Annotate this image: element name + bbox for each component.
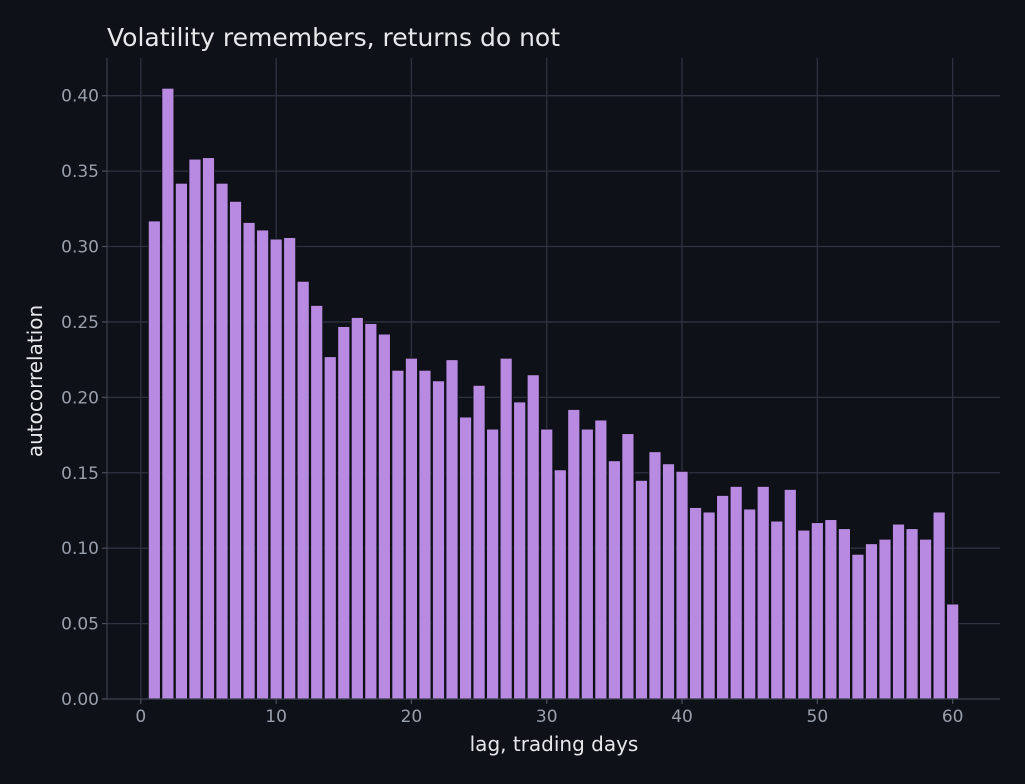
bar-lag-39 — [661, 463, 676, 700]
bar-lag-45 — [743, 508, 757, 700]
bar-lag-48 — [783, 488, 797, 700]
bar-lag-3 — [174, 182, 189, 700]
x-tick-label: 60 — [942, 707, 964, 727]
bar-lag-32 — [567, 408, 581, 700]
bar-lag-38 — [648, 451, 662, 700]
bar-lag-26 — [486, 428, 500, 700]
x-tick-label: 40 — [671, 707, 693, 727]
bar-lag-14 — [323, 356, 337, 700]
bar-lag-49 — [797, 529, 811, 700]
bar-lag-36 — [621, 433, 635, 700]
bar-lag-33 — [580, 428, 594, 700]
x-tick-label: 10 — [265, 707, 287, 727]
bar-lag-15 — [337, 325, 351, 700]
bar-lag-37 — [634, 479, 649, 700]
bar-lag-41 — [688, 506, 703, 700]
bar-lag-25 — [472, 384, 486, 700]
bar-lag-51 — [824, 519, 838, 700]
bar-lag-12 — [296, 280, 310, 700]
bar-lag-23 — [445, 359, 459, 700]
bar-lag-6 — [215, 182, 229, 700]
bar-lag-5 — [201, 157, 216, 700]
bar-lag-4 — [188, 158, 202, 700]
bar-lag-7 — [228, 200, 243, 700]
bar-lag-2 — [161, 87, 175, 700]
bar-lag-19 — [391, 369, 405, 700]
y-tick-label: 0.35 — [61, 162, 99, 182]
bar-lag-28 — [513, 401, 527, 700]
x-tick-label: 50 — [807, 707, 829, 727]
bar-lag-16 — [350, 316, 364, 700]
bar-lag-11 — [283, 236, 297, 700]
bar-lag-10 — [269, 238, 283, 700]
chart-title: Volatility remembers, returns do not — [107, 23, 560, 52]
bar-lag-17 — [364, 322, 378, 700]
bar-lag-27 — [499, 357, 513, 700]
y-tick-label: 0.05 — [61, 615, 99, 635]
y-tick-label: 0.30 — [61, 238, 99, 258]
bar-lag-21 — [418, 369, 432, 700]
y-tick-label: 0.10 — [61, 539, 99, 559]
bar-lag-34 — [594, 419, 608, 700]
bar-lag-35 — [607, 460, 621, 700]
bar-lag-46 — [756, 485, 770, 700]
bar-lag-1 — [147, 220, 161, 700]
bar-lag-56 — [891, 523, 906, 700]
bar-lag-42 — [702, 511, 716, 700]
x-tick-label: 30 — [536, 707, 558, 727]
y-tick-label: 0.40 — [61, 87, 99, 107]
bar-lag-54 — [864, 543, 879, 700]
bar-lag-30 — [540, 428, 554, 700]
bar-lag-13 — [310, 304, 324, 700]
bar-lag-40 — [675, 470, 689, 700]
y-tick-label: 0.25 — [61, 313, 99, 333]
bar-lag-31 — [553, 469, 567, 700]
x-tick-label: 20 — [401, 707, 423, 727]
y-axis-label: autocorrelation — [23, 305, 47, 457]
bar-lag-20 — [404, 357, 419, 700]
bar-lag-57 — [905, 528, 919, 700]
bar-lag-52 — [837, 528, 851, 700]
bar-lag-44 — [729, 485, 743, 700]
bar-lag-47 — [770, 520, 784, 700]
x-axis-label: lag, trading days — [470, 732, 639, 756]
bar-lag-24 — [458, 416, 473, 700]
y-tick-label: 0.00 — [61, 690, 99, 710]
x-tick-label: 0 — [135, 707, 146, 727]
bar-lag-22 — [431, 380, 446, 700]
bar-lag-59 — [932, 511, 946, 700]
axes: 0.00 0.05 0.10 0.15 0.20 0.25 0.30 0.35 0.40 0 10 2… — [61, 58, 1000, 727]
bar-lag-18 — [377, 333, 391, 700]
y-tick-label: 0.15 — [61, 464, 99, 484]
bar-lag-60 — [946, 603, 960, 700]
bar-lag-9 — [256, 229, 270, 700]
y-tick-label: 0.20 — [61, 388, 99, 408]
bar-lag-50 — [810, 522, 824, 700]
bar-lag-58 — [918, 538, 933, 700]
bar-lag-29 — [526, 374, 540, 700]
bar-lag-55 — [878, 538, 892, 700]
bar-lag-8 — [242, 221, 256, 700]
bar-lag-53 — [851, 553, 865, 700]
bar-lag-43 — [716, 494, 730, 700]
